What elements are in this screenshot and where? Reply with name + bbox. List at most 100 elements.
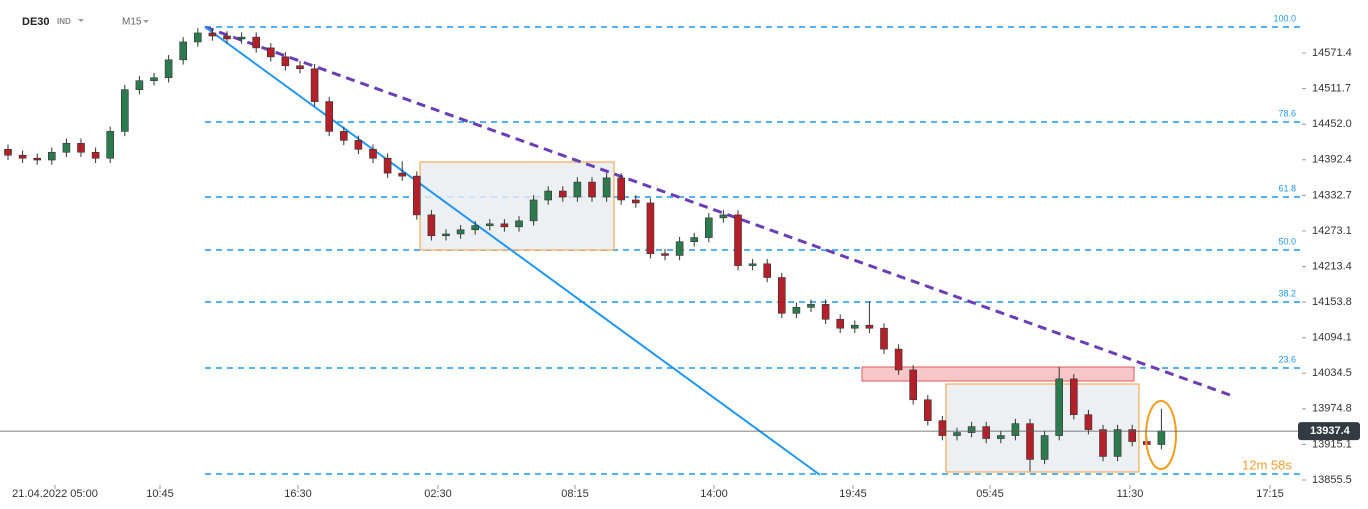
fib-label: 23.6 — [1278, 354, 1296, 364]
candle-body — [631, 199, 640, 204]
candle-body — [500, 223, 509, 228]
candle-body — [252, 36, 260, 49]
x-tick-label: 05:45 — [976, 488, 1004, 500]
x-tick-label: 17:15 — [1256, 488, 1284, 500]
candle-body — [1026, 423, 1034, 460]
highlight-ellipse[interactable] — [1145, 400, 1177, 470]
y-tick-label: 14034.5 — [1312, 367, 1352, 379]
candle-body — [719, 214, 728, 219]
fib-label: 100.0 — [1273, 13, 1296, 23]
candle-body — [544, 190, 553, 201]
candle-body — [208, 32, 217, 37]
candle-body — [982, 426, 991, 439]
candle-body — [894, 348, 903, 371]
candle-body — [47, 151, 56, 161]
candle-body — [383, 157, 392, 174]
candle-body — [996, 435, 1005, 439]
candle-body — [135, 80, 144, 90]
candle-body — [121, 89, 129, 132]
x-tick-label: 08:15 — [561, 488, 589, 500]
candle-body — [456, 229, 465, 235]
candle-body — [646, 202, 655, 254]
symbol[interactable]: DE30 — [22, 16, 50, 28]
candle-body — [62, 143, 71, 153]
candle-body — [91, 151, 100, 159]
candle-body — [821, 304, 830, 320]
candle-body — [485, 223, 494, 226]
timeframe[interactable]: M15 — [122, 17, 142, 28]
candle-body — [923, 399, 932, 421]
candle-body — [223, 35, 231, 40]
fib-label: 61.8 — [1278, 183, 1296, 193]
fibonacci: 100.0 78.6 61.8 50.0 38.2 23.6 — [205, 13, 1300, 475]
y-tick-label: 14392.4 — [1312, 154, 1352, 166]
candle-body — [325, 101, 334, 132]
x-tick-label: 11:30 — [1117, 488, 1144, 500]
candle-body — [106, 131, 114, 159]
candle-body — [792, 307, 801, 314]
candle-body — [33, 157, 42, 161]
current-price-label: 13937.4 — [1310, 425, 1351, 437]
candle-body — [836, 318, 845, 329]
candle-body — [865, 324, 874, 329]
candle-body — [412, 175, 421, 216]
candle-body — [179, 41, 187, 61]
timeframe-dropdown[interactable] — [143, 20, 149, 23]
candle-body — [558, 190, 567, 198]
candle-body — [427, 214, 436, 237]
candle-body — [1070, 378, 1078, 415]
candle-body — [398, 172, 407, 177]
candle-body — [573, 181, 582, 198]
candle-body — [442, 233, 450, 237]
candle-body — [850, 324, 859, 329]
candle-body — [1040, 435, 1049, 460]
candle-body — [281, 56, 290, 67]
candles — [4, 28, 1166, 472]
y-tick-label: 14332.7 — [1312, 189, 1352, 201]
candle-body — [237, 36, 246, 40]
resistance-zone[interactable] — [861, 366, 1135, 382]
y-tick-label: 13915.1 — [1312, 438, 1352, 450]
symbol-dropdown[interactable] — [78, 19, 84, 22]
candle-body — [1011, 423, 1020, 436]
y-tick-label: 13974.8 — [1312, 403, 1352, 415]
candle-body — [296, 65, 304, 70]
y-tick-label: 14571.4 — [1312, 47, 1352, 59]
y-tick-label: 13855.5 — [1312, 474, 1352, 486]
candle-body — [1055, 378, 1063, 436]
candle-body — [807, 304, 815, 308]
candle-body — [967, 426, 976, 433]
candle-body — [77, 143, 85, 153]
candle-body — [748, 263, 757, 266]
candle-body — [763, 263, 772, 278]
symbol-type: IND — [57, 17, 71, 26]
candle-body — [150, 77, 158, 81]
y-tick-label: 14153.8 — [1312, 296, 1352, 308]
candle-body — [1099, 429, 1107, 457]
fib-label: 38.2 — [1278, 288, 1296, 298]
candle-body — [938, 420, 947, 436]
candle-body — [777, 277, 786, 314]
x-tick-label: 10:45 — [146, 488, 174, 500]
candle-body — [339, 131, 348, 141]
y-tick-label: 14094.1 — [1312, 332, 1352, 344]
candle-body — [909, 369, 918, 401]
candle-body — [953, 432, 961, 436]
x-tick-label: 21.04.2022 05:00 — [12, 488, 98, 500]
candle-body — [1157, 430, 1166, 445]
trend-line-dashed[interactable] — [204, 25, 1231, 397]
candle-body — [880, 327, 888, 350]
candle-body — [1128, 429, 1136, 442]
candle-body — [1084, 414, 1093, 430]
candle-body — [734, 214, 742, 266]
candle-body — [617, 177, 626, 201]
y-tick-label: 14213.4 — [1312, 260, 1352, 272]
x-tick-label: 16:30 — [284, 488, 312, 500]
trend-line[interactable] — [204, 26, 821, 476]
y-tick-label: 14273.1 — [1312, 225, 1352, 237]
candle-body — [690, 237, 699, 243]
current-price-tag — [1298, 422, 1360, 441]
y-tick-label: 14452.0 — [1312, 118, 1352, 130]
